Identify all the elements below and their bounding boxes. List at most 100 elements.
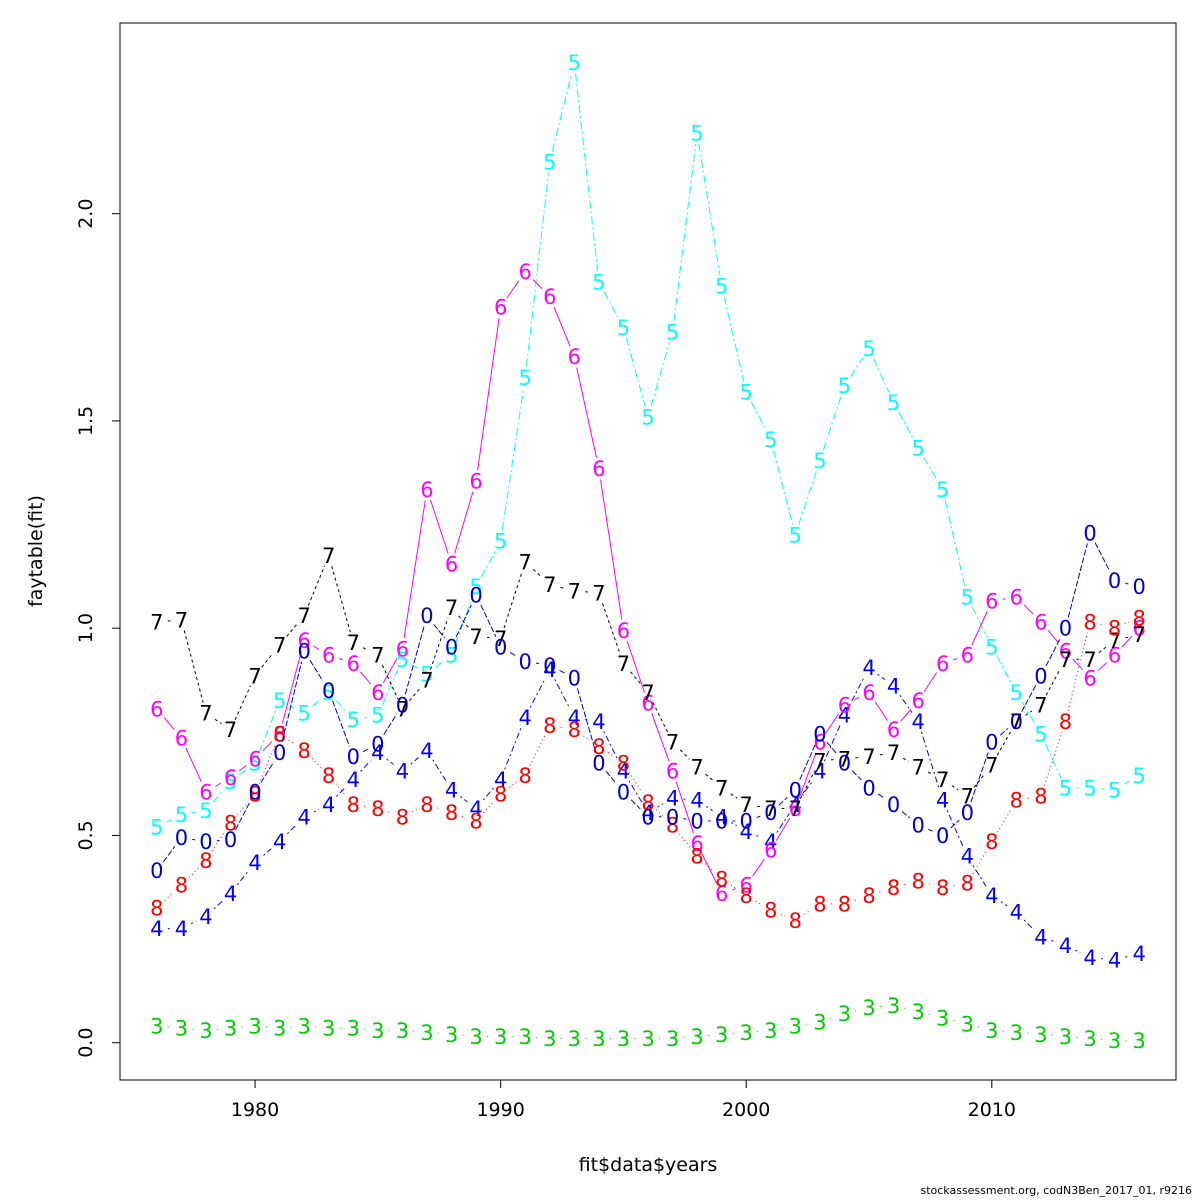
series-4-point: 4 <box>813 760 826 784</box>
series-4-segment <box>529 679 546 708</box>
series-4-segment <box>504 727 522 770</box>
series-8-point: 8 <box>862 884 875 908</box>
series-3-point: 3 <box>396 1019 409 1043</box>
series-4-point: 4 <box>862 656 875 680</box>
series-3-point: 3 <box>445 1023 458 1047</box>
series-3-segment <box>830 1016 835 1019</box>
series-3-point: 3 <box>175 1017 188 1041</box>
series-7-segment <box>652 702 669 733</box>
series-6-point: 6 <box>838 693 851 717</box>
series-5-point: 5 <box>887 391 900 415</box>
series-4-point: 4 <box>248 851 261 875</box>
series-6-point: 6 <box>617 619 630 643</box>
series-6-segment <box>651 712 670 762</box>
series-6-segment <box>874 701 888 721</box>
series-4-segment <box>1000 901 1008 907</box>
series-8-point: 8 <box>347 793 360 817</box>
series-0-point: 0 <box>715 809 728 833</box>
series-3-segment <box>977 1026 982 1029</box>
series-0-point: 0 <box>371 733 384 757</box>
series-0-segment <box>404 626 425 695</box>
series-7-segment <box>532 568 543 578</box>
series-7-point: 7 <box>175 608 188 632</box>
series-3-point: 3 <box>1083 1027 1096 1051</box>
series-6-point: 6 <box>371 681 384 705</box>
series-8-segment <box>509 781 517 788</box>
series-0-point: 0 <box>568 666 581 690</box>
series-7-segment <box>996 730 1012 756</box>
series-0-point: 0 <box>519 650 532 674</box>
series-3-point: 3 <box>789 1015 802 1039</box>
series-7-segment <box>973 773 986 788</box>
series-0-segment <box>383 713 398 736</box>
series-3-segment <box>928 1013 933 1016</box>
series-8-point: 8 <box>961 872 974 896</box>
series-4-segment <box>236 870 249 886</box>
series-6-point: 6 <box>1059 639 1072 663</box>
series-6-point: 6 <box>1034 610 1047 634</box>
series-5-point: 5 <box>740 380 753 404</box>
series-4-segment <box>360 760 371 772</box>
series-4-segment <box>1023 919 1034 930</box>
series-0-point: 0 <box>961 801 974 825</box>
series-4-segment <box>877 673 886 680</box>
series-8-segment <box>335 783 347 797</box>
series-5-segment <box>944 499 966 587</box>
series-5-segment <box>551 72 573 152</box>
series-4-point: 4 <box>887 675 900 699</box>
series-5-point: 5 <box>666 320 679 344</box>
series-3-point: 3 <box>936 1006 949 1030</box>
series-3-point: 3 <box>1132 1029 1145 1053</box>
series-5-point: 5 <box>297 702 310 726</box>
series-8-segment <box>1100 624 1105 626</box>
series-0-point: 0 <box>1083 521 1096 545</box>
series-0-point: 0 <box>199 830 212 854</box>
series-5-point: 5 <box>371 704 384 728</box>
series-6-segment <box>238 765 247 772</box>
series-6-segment <box>163 717 175 730</box>
series-8-segment <box>412 808 418 813</box>
series-6-point: 6 <box>936 652 949 676</box>
series-3-point: 3 <box>1108 1029 1121 1053</box>
series-8-segment <box>972 850 987 874</box>
series-3-point: 3 <box>568 1027 581 1051</box>
series-4-point: 4 <box>445 778 458 802</box>
series-3-point: 3 <box>248 1015 261 1039</box>
series-5-segment <box>166 819 172 823</box>
series-6-segment <box>429 499 449 554</box>
series-8-segment <box>996 809 1012 833</box>
series-5-point: 5 <box>715 275 728 299</box>
series-6-segment <box>477 317 500 471</box>
series-4-point: 4 <box>150 917 163 941</box>
series-8-segment <box>437 807 442 810</box>
series-5-point: 5 <box>764 428 777 452</box>
series-5-segment <box>212 789 224 803</box>
series-5-point: 5 <box>248 751 261 775</box>
series-0-point: 0 <box>420 604 433 628</box>
series-8-point: 8 <box>641 791 654 815</box>
series-5-point: 5 <box>199 799 212 823</box>
series-8-point: 8 <box>150 896 163 920</box>
series-7-point: 7 <box>1108 629 1121 653</box>
series-3-point: 3 <box>740 1021 753 1045</box>
series-3-point: 3 <box>371 1019 384 1043</box>
series-6-point: 6 <box>1132 617 1145 641</box>
series-4-point: 4 <box>199 905 212 929</box>
series-8-point: 8 <box>936 876 949 900</box>
series-3-point: 3 <box>862 996 875 1020</box>
series-6-point: 6 <box>199 780 212 804</box>
series-4-segment <box>823 725 841 762</box>
series-4-segment <box>849 677 865 706</box>
series-4-point: 4 <box>469 797 482 821</box>
series-3-point: 3 <box>617 1027 630 1051</box>
series-7-segment <box>679 749 690 760</box>
series-8-point: 8 <box>789 909 802 933</box>
series-0-point: 0 <box>175 826 188 850</box>
series-5-point: 5 <box>936 478 949 502</box>
series-4-segment <box>313 808 320 813</box>
series-3-point: 3 <box>273 1017 286 1041</box>
series-5-point: 5 <box>568 51 581 75</box>
series-7-segment <box>927 771 934 775</box>
series-7-point: 7 <box>371 644 384 668</box>
